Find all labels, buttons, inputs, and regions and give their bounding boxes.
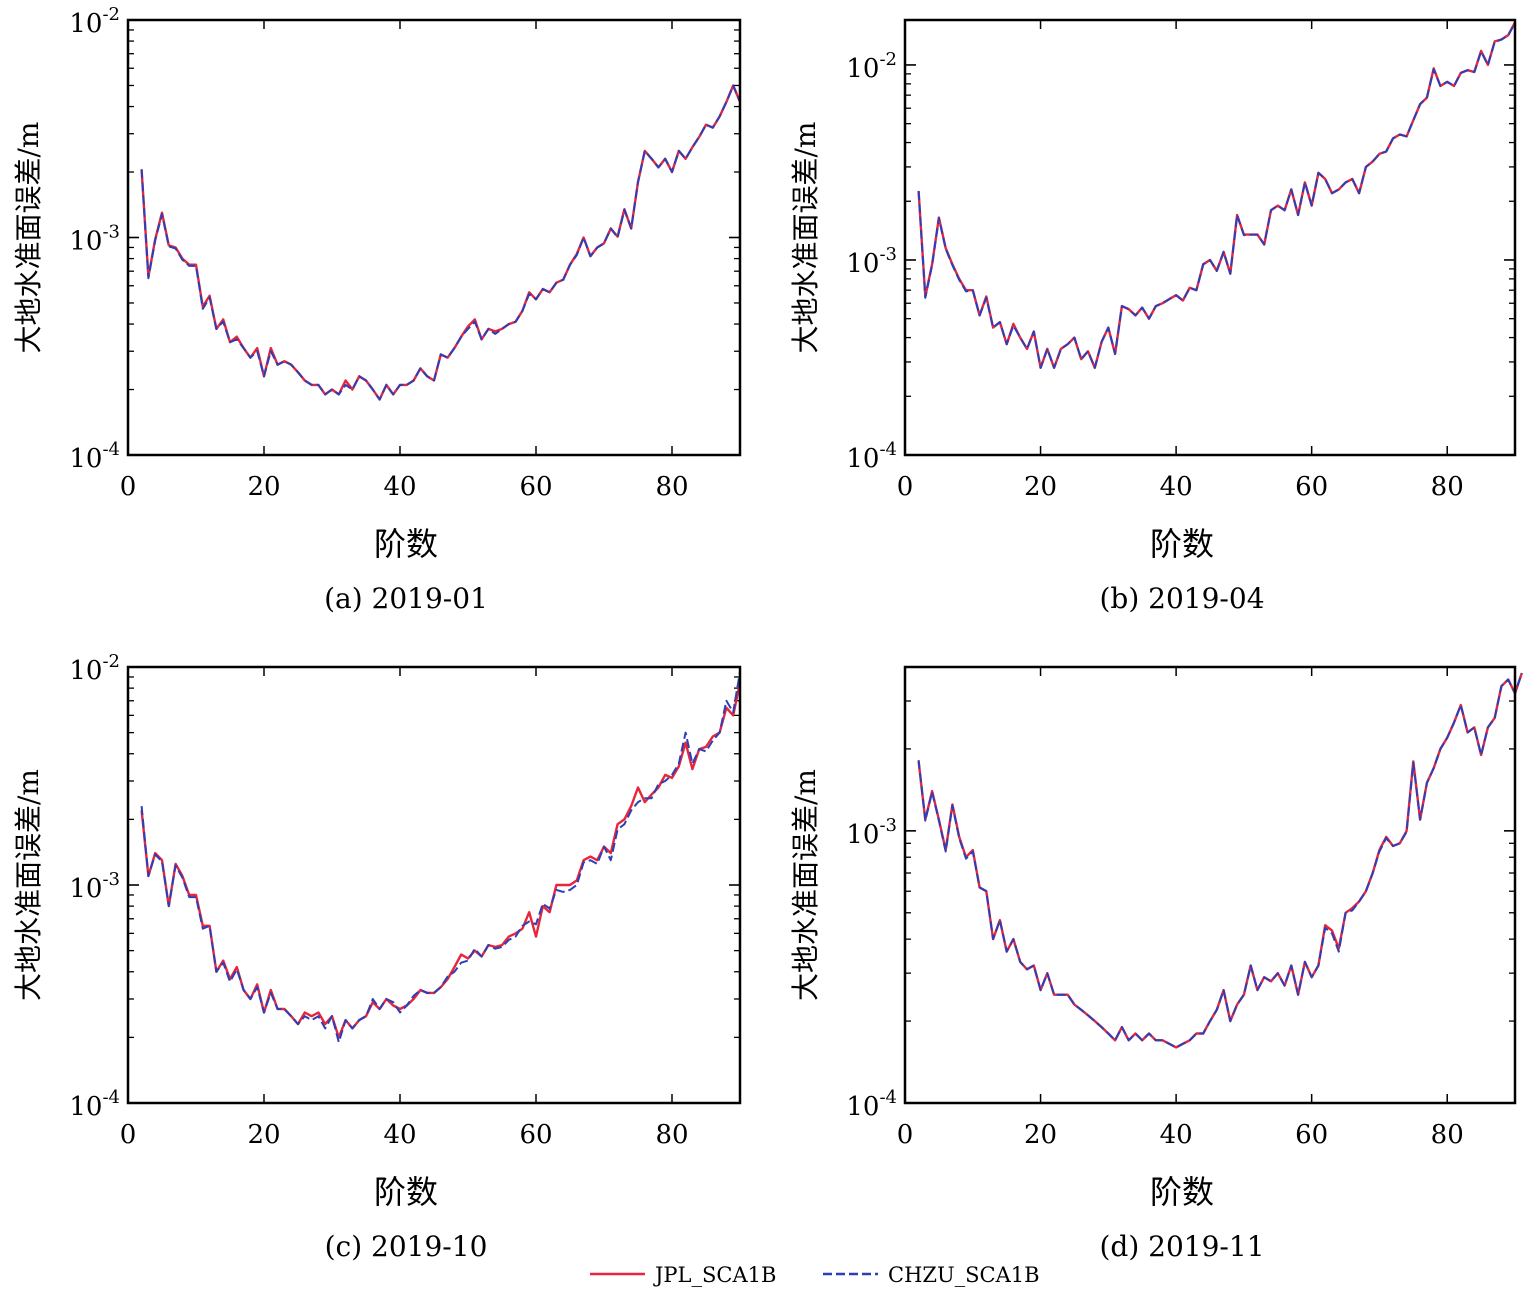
y-tick-label: 10-4 [69, 439, 120, 474]
x-axis-label: 阶数 [374, 525, 438, 563]
x-tick-label: 40 [1160, 472, 1193, 502]
x-axis-label: 阶数 [374, 1173, 438, 1211]
y-axis-label: 大地水准面误差/m [12, 122, 45, 354]
chart-panel-4: 10-4 10-3 0 20 40 60 80 大地水准面误差/m 阶数 (d) 2019-11 [789, 665, 1523, 1263]
x-tick-label: 80 [655, 1120, 688, 1150]
y-tick-label: 10-3 [69, 869, 120, 904]
y-minor-ticks [128, 29, 740, 391]
plot-frame [126, 18, 742, 457]
x-tick-label: 20 [247, 1120, 280, 1150]
legend: JPL_SCA1B CHZU_SCA1B [590, 1263, 1040, 1287]
y-axis-label: 大地水准面误差/m [789, 122, 822, 354]
series-line-chzu-sca1b [140, 84, 741, 401]
x-axis-label: 阶数 [1150, 525, 1214, 563]
y-tick-label: 10-3 [846, 244, 897, 279]
y-tick-label: 10-4 [846, 439, 897, 474]
x-tick-label: 80 [1431, 1120, 1464, 1150]
series-line-jpl-sca1b [140, 682, 742, 1039]
x-tick-label: 20 [247, 472, 280, 502]
y-minor-ticks [905, 73, 1515, 397]
x-tick-label: 60 [519, 472, 552, 502]
y-minor-ticks [128, 676, 740, 1039]
y-tick-label: 10-4 [69, 1087, 120, 1122]
panel-caption: (a) 2019-01 [324, 582, 488, 615]
x-axis-label: 阶数 [1150, 1173, 1214, 1211]
series-line-chzu-sca1b [917, 672, 1523, 1049]
x-tick-label: 0 [120, 1120, 137, 1150]
x-tick-label: 20 [1024, 472, 1057, 502]
x-tick-label: 60 [1295, 1120, 1328, 1150]
panel-caption: (c) 2019-10 [325, 1230, 488, 1263]
chart-panel-1: 10-4 10-3 10-2 0 20 40 60 80 大地水准面误差/m 阶数 (a) 2019… [12, 4, 742, 615]
y-tick-label: 10-4 [846, 1087, 897, 1122]
y-tick-label: 10-2 [69, 4, 120, 39]
series-line-jpl-sca1b [140, 84, 742, 401]
x-tick-label: 40 [1160, 1120, 1193, 1150]
plot-frame [126, 665, 742, 1105]
y-tick-label: 10-3 [69, 222, 120, 257]
plot-frame [903, 18, 1517, 457]
x-tick-label: 0 [120, 472, 137, 502]
y-tick-label: 10-2 [846, 49, 897, 84]
x-tick-label: 80 [655, 472, 688, 502]
x-tick-label: 60 [519, 1120, 552, 1150]
legend-label-2: CHZU_SCA1B [888, 1263, 1040, 1287]
series-line-chzu-sca1b [917, 22, 1516, 369]
y-axis-label: 大地水准面误差/m [12, 769, 45, 1001]
plot-frame [903, 665, 1517, 1105]
x-tick-label: 0 [897, 472, 914, 502]
series-line-jpl-sca1b [917, 672, 1523, 1049]
legend-label-1: JPL_SCA1B [653, 1263, 776, 1287]
x-tick-label: 20 [1024, 1120, 1057, 1150]
y-axis-label: 大地水准面误差/m [789, 769, 822, 1001]
series-line-chzu-sca1b [140, 671, 741, 1044]
x-tick-label: 80 [1431, 472, 1464, 502]
series-line-jpl-sca1b [917, 21, 1517, 369]
y-minor-ticks [905, 700, 1515, 1022]
x-tick-label: 0 [897, 1120, 914, 1150]
chart-panel-3: 10-4 10-3 10-2 0 20 40 60 80 大地水准面误差/m 阶数 (c) 2019… [12, 651, 742, 1263]
x-tick-label: 40 [383, 1120, 416, 1150]
y-tick-label: 10-3 [846, 815, 897, 850]
x-tick-label: 40 [383, 472, 416, 502]
panel-caption: (d) 2019-11 [1099, 1230, 1264, 1263]
x-tick-label: 60 [1295, 472, 1328, 502]
chart-panel-2: 10-4 10-3 10-2 0 20 40 60 80 大地水准面误差/m 阶数 (b) 2019… [789, 18, 1517, 615]
y-tick-label: 10-2 [69, 651, 120, 686]
panel-caption: (b) 2019-04 [1099, 582, 1264, 615]
